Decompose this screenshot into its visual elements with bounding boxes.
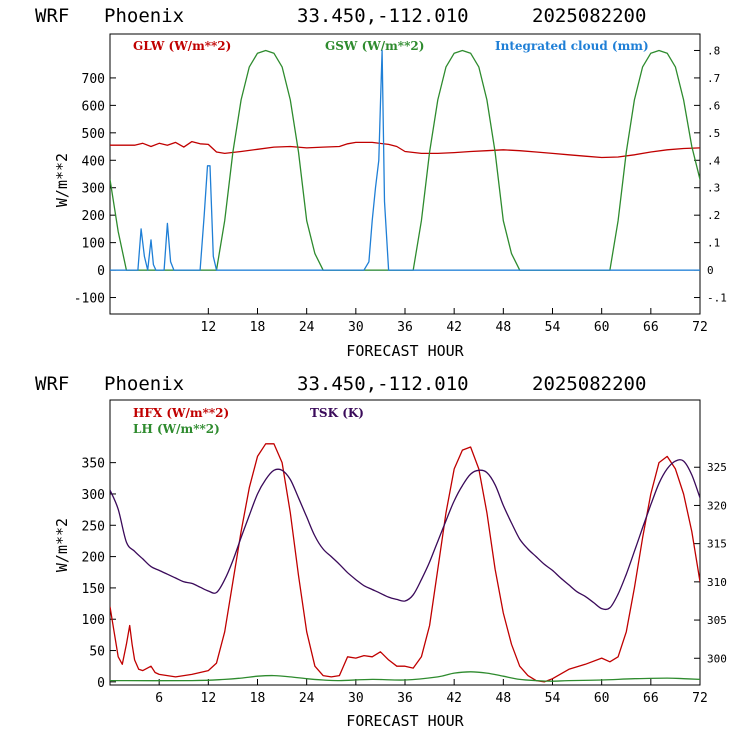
y-tick-label: 100 [82,237,105,252]
tsk-series-line [110,459,700,611]
legend-glw: GLW (W/m**2) [133,39,231,53]
y-tick-label: 250 [82,519,105,534]
x-tick-label: 72 [692,691,708,706]
y2-tick-label: 0 [707,264,714,277]
lh-series-line [110,671,700,682]
header-model: WRF [35,373,69,395]
x-tick-label: 60 [594,320,610,335]
header-model: WRF [35,5,69,27]
x-tick-label: 6 [155,691,163,706]
x-tick-label: 24 [299,691,315,706]
header-location: Phoenix [104,5,184,27]
x-tick-label: 18 [250,320,266,335]
header-location: Phoenix [104,373,184,395]
y2-tick-label: .4 [707,154,721,167]
y-tick-label: 50 [89,645,105,660]
x-tick-label: 60 [594,691,610,706]
y-tick-label: 700 [82,72,105,87]
legend-lh: LH (W/m**2) [133,422,220,436]
x-tick-label: 54 [545,320,561,335]
surface-flux-panel: HFX (W/m**2) LH (W/m**2) TSK (K) W/m**2 … [53,399,727,730]
y-tick-label: 150 [82,582,105,597]
y2-tick-label: .6 [707,99,720,112]
x-axis-label: FORECAST HOUR [346,342,464,360]
x-tick-label: 48 [496,320,512,335]
plot-frame [109,33,701,315]
x-tick-label: 18 [250,691,266,706]
y-tick-label: 600 [82,99,105,114]
y2-tick-label: .3 [707,182,720,195]
y-tick-label: 300 [82,182,105,197]
legend-gsw: GSW (W/m**2) [325,39,424,53]
x-tick-label: 30 [348,320,364,335]
y2-tick-label: 310 [707,576,727,589]
y2-tick-label: .7 [707,72,720,85]
x-tick-label: 30 [348,691,364,706]
y2-tick-label: 325 [707,461,727,474]
y2-tick-label: .5 [707,127,720,140]
y-tick-label: 300 [82,488,105,503]
y2-tick-label: .1 [707,237,720,250]
legend-tsk: TSK (K) [310,406,364,420]
y-tick-label: 350 [82,457,105,472]
y-tick-label: 200 [82,209,105,224]
x-tick-label: 48 [496,691,512,706]
x-tick-label: 42 [446,691,462,706]
cloud-series-line [110,49,700,271]
y2-tick-label: 300 [707,652,727,665]
header-bottom: WRF Phoenix 33.450,-112.010 2025082200 [35,373,646,395]
y2-tick-label: .8 [707,44,720,57]
legend-hfx: HFX (W/m**2) [133,406,229,420]
plot-frame [109,399,701,686]
y2-tick-label: 305 [707,614,727,627]
x-tick-label: 72 [692,320,708,335]
y-tick-label: 100 [82,613,105,628]
y2-tick-label: 320 [707,499,727,512]
y-tick-label: -100 [74,292,105,307]
glw-series-line [110,140,700,159]
x-tick-label: 66 [643,320,659,335]
y-tick-label: 500 [82,127,105,142]
x-tick-label: 24 [299,320,315,335]
y-tick-label: 0 [97,676,105,691]
y-tick-label: 200 [82,551,105,566]
y-axis-label: W/m**2 [53,153,71,207]
y2-tick-label: .2 [707,209,720,222]
x-tick-label: 12 [201,691,217,706]
x-tick-label: 66 [643,691,659,706]
y-axis-label: W/m**2 [53,518,71,572]
x-tick-label: 54 [545,691,561,706]
x-tick-label: 12 [201,320,217,335]
y2-tick-label: -.1 [707,292,727,305]
legend-cloud: Integrated cloud (mm) [495,39,649,53]
header-init-time: 2025082200 [532,5,646,27]
y2-tick-label: 315 [707,538,727,551]
x-tick-label: 42 [446,320,462,335]
y-tick-label: 400 [82,154,105,169]
header-init-time: 2025082200 [532,373,646,395]
header-coords: 33.450,-112.010 [297,5,469,27]
header-coords: 33.450,-112.010 [297,373,469,395]
header-top: WRF Phoenix 33.450,-112.010 2025082200 [35,5,646,27]
radiation-panel: GLW (W/m**2) GSW (W/m**2) Integrated clo… [53,33,727,360]
y-tick-label: 0 [97,264,105,279]
x-axis-label: FORECAST HOUR [346,712,464,730]
x-tick-label: 36 [397,320,413,335]
hfx-series-line [110,443,700,683]
gsw-series-line [110,49,700,271]
x-tick-label: 36 [397,691,413,706]
